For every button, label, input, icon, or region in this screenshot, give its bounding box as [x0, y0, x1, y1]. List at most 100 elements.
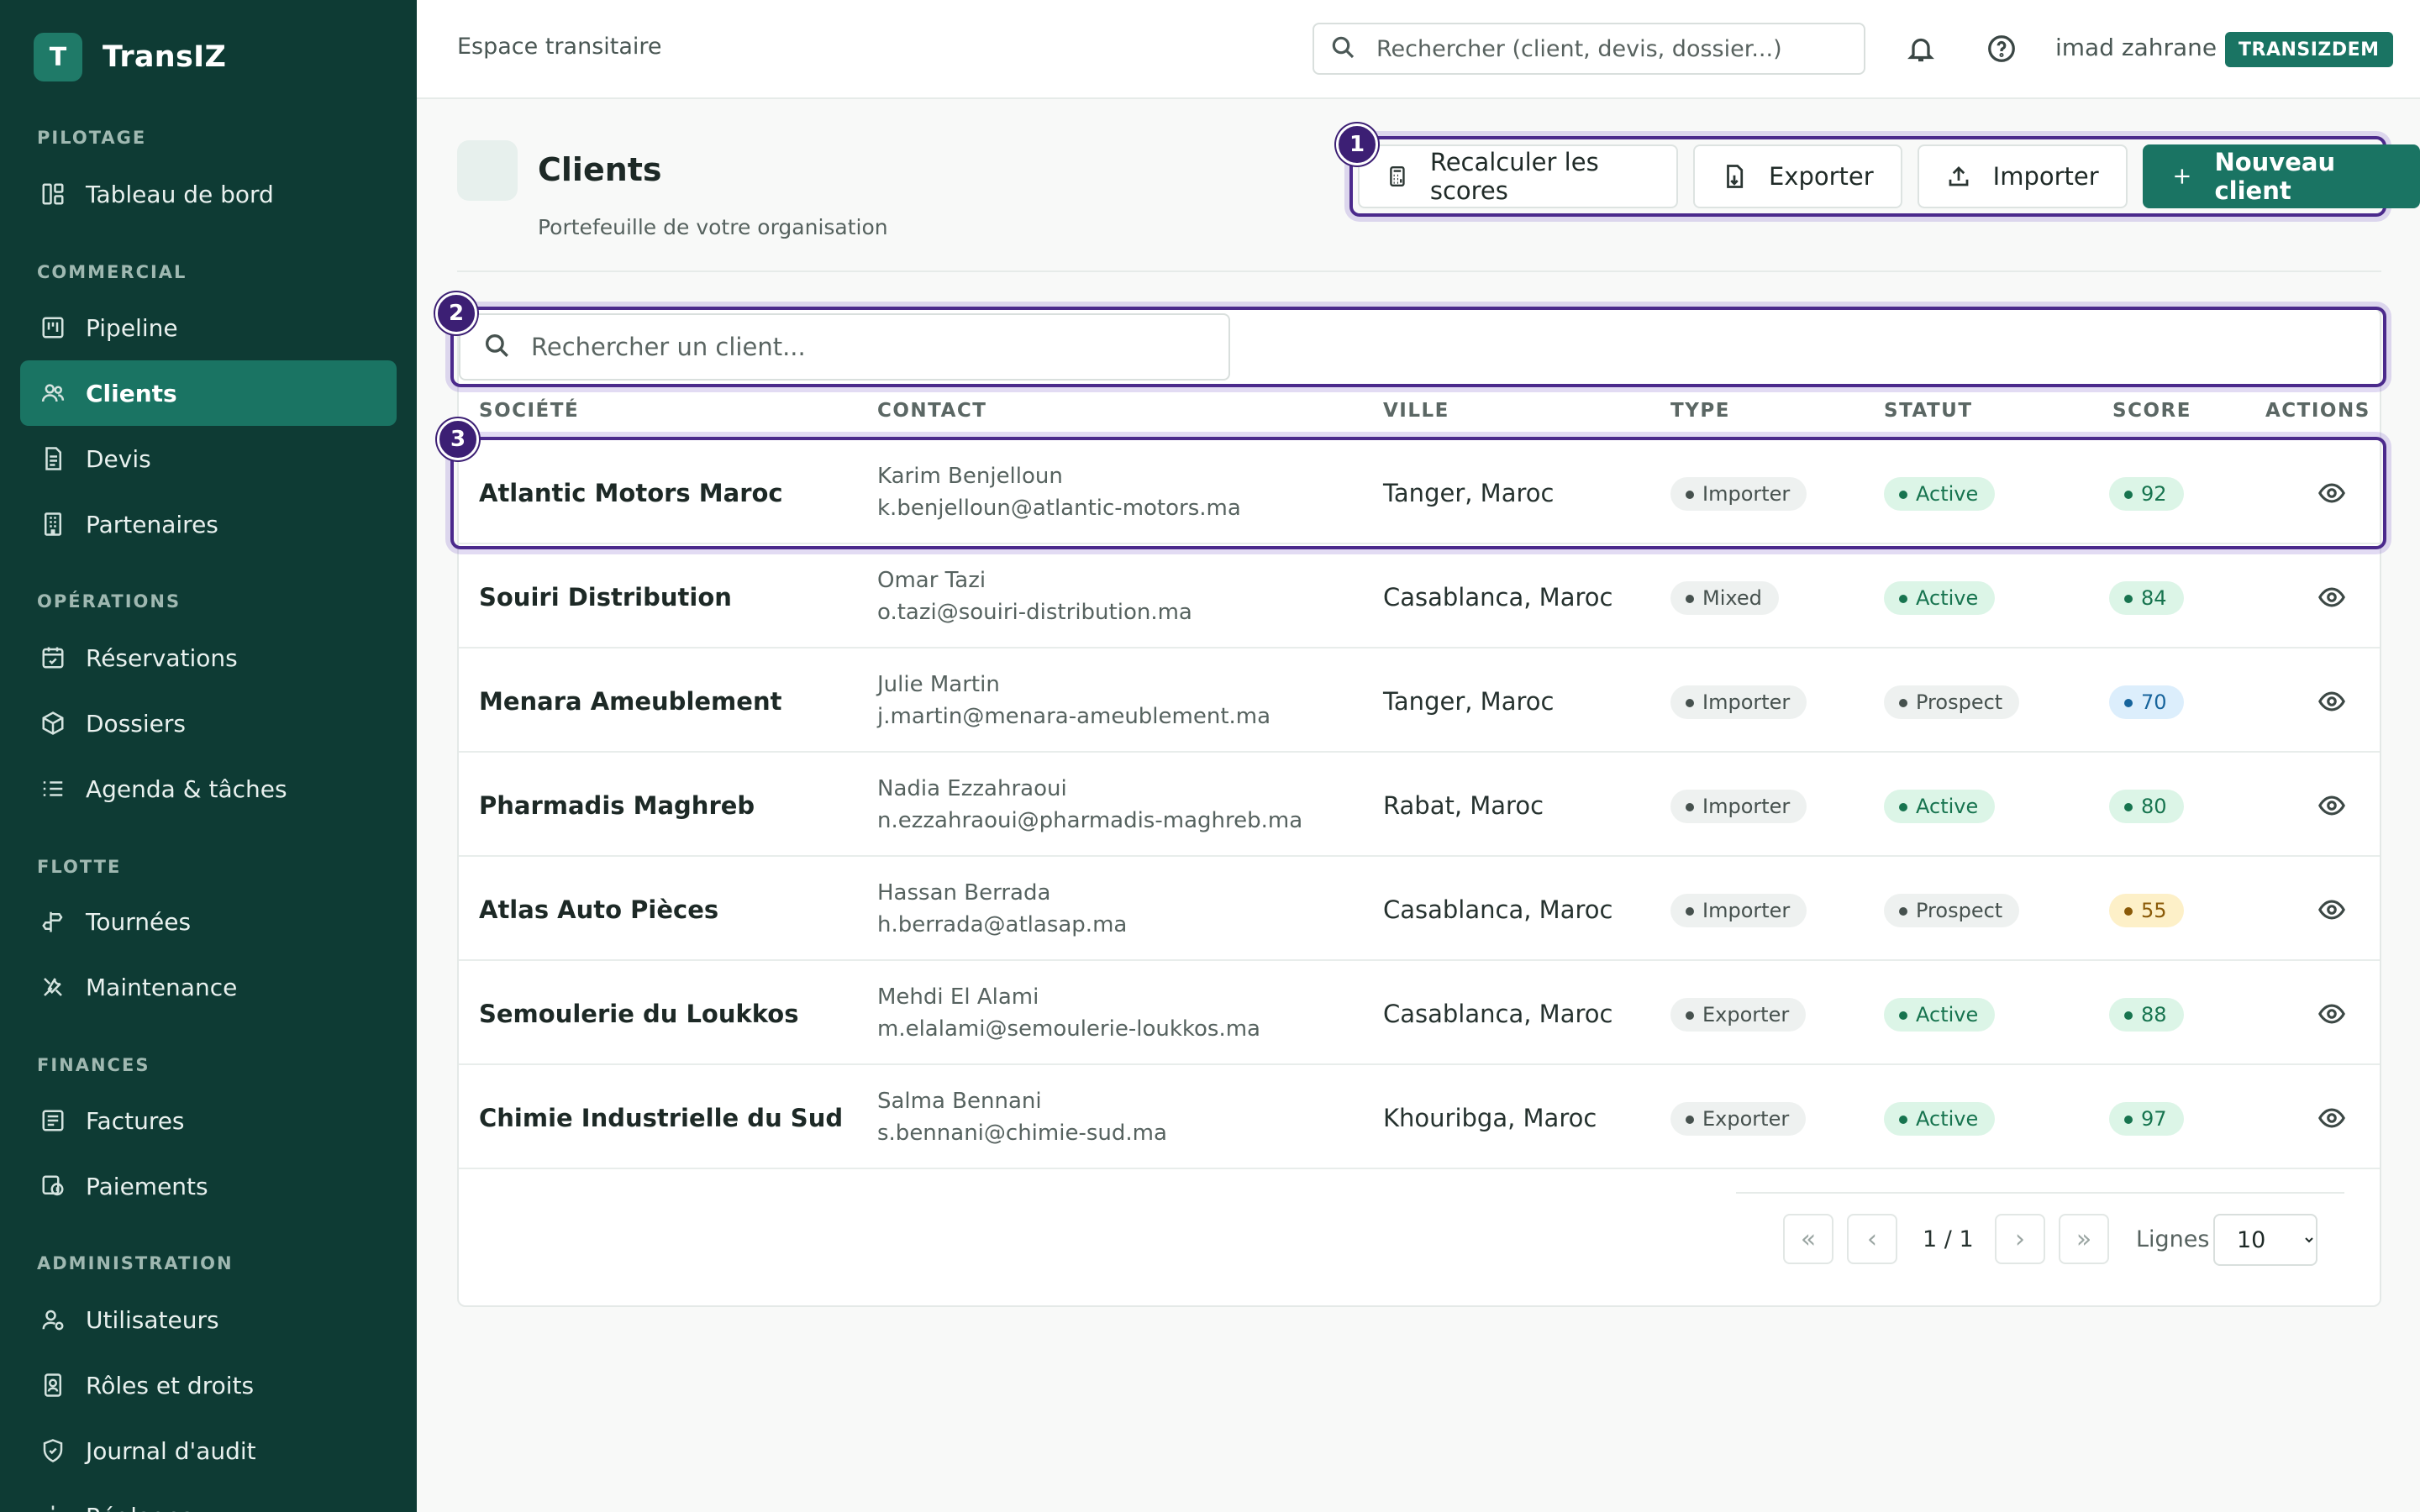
- column-header-score[interactable]: SCORE: [2112, 400, 2191, 422]
- wrench-icon: [39, 973, 67, 1001]
- type-badge: Importer: [1670, 790, 1807, 823]
- sidebar-item-tournees[interactable]: Tournées: [20, 889, 397, 954]
- page-subtitle: Portefeuille de votre organisation: [538, 215, 888, 239]
- column-header-type[interactable]: TYPE: [1670, 400, 1730, 422]
- sidebar-item-roles[interactable]: Rôles et droits: [20, 1352, 397, 1418]
- column-header-ville[interactable]: VILLE: [1383, 400, 1449, 422]
- sidebar-item-label: Tableau de bord: [86, 180, 274, 208]
- table-row[interactable]: Menara Ameublement Julie Martin j.martin…: [459, 648, 2380, 753]
- last-page-button[interactable]: »: [2059, 1214, 2109, 1264]
- column-header-societe[interactable]: SOCIÉTÉ: [479, 400, 580, 422]
- org-badge[interactable]: TRANSIZDEM: [2225, 32, 2393, 67]
- city: Tanger, Maroc: [1383, 479, 1555, 507]
- sidebar-item-agenda[interactable]: Agenda & tâches: [20, 756, 397, 822]
- payment-icon: [39, 1172, 67, 1200]
- new-client-button[interactable]: Nouveau client: [2142, 144, 2420, 208]
- status-badge: Active: [1884, 1102, 1996, 1136]
- prev-page-button[interactable]: ‹: [1847, 1214, 1897, 1264]
- city: Casablanca, Maroc: [1383, 895, 1613, 924]
- status-badge: Active: [1884, 581, 1996, 615]
- company-name[interactable]: Chimie Industrielle du Sud: [479, 1104, 844, 1132]
- import-button[interactable]: Importer: [1917, 144, 2128, 208]
- eye-icon[interactable]: [2317, 895, 2346, 924]
- sidebar-item-paiements[interactable]: Paiements: [20, 1153, 397, 1219]
- help-icon[interactable]: [1985, 32, 2018, 66]
- score-badge: 80: [2109, 790, 2184, 823]
- contact-name: Nadia Ezzahraoui: [877, 776, 1067, 801]
- sidebar-item-maintenance[interactable]: Maintenance: [20, 954, 397, 1020]
- recalculate-scores-button[interactable]: Recalculer les scores: [1358, 144, 1678, 208]
- header-divider: [457, 270, 2381, 272]
- eye-icon[interactable]: [2317, 1000, 2346, 1028]
- table-row[interactable]: Chimie Industrielle du Sud Salma Bennani…: [459, 1065, 2380, 1169]
- sidebar-item-label: Tournées: [86, 907, 192, 936]
- topbar: Espace transitaire imad zahrane TRANSIZD…: [417, 0, 2420, 99]
- score-badge: 92: [2109, 477, 2184, 511]
- contact-email: n.ezzahraoui@pharmadis-maghreb.ma: [877, 808, 1303, 833]
- sidebar-item-label: Devis: [86, 444, 151, 473]
- sidebar-item-tableau-de-bord[interactable]: Tableau de bord: [20, 161, 397, 227]
- sidebar-item-utilisateurs[interactable]: Utilisateurs: [20, 1287, 397, 1352]
- list-icon: [39, 774, 67, 803]
- global-search[interactable]: [1313, 23, 1865, 75]
- rows-per-page-select[interactable]: 10: [2213, 1214, 2317, 1266]
- city: Casablanca, Maroc: [1383, 583, 1613, 612]
- table-row[interactable]: Atlas Auto Pièces Hassan Berrada h.berra…: [459, 857, 2380, 961]
- contact-email: s.bennani@chimie-sud.ma: [877, 1121, 1167, 1146]
- page-indicator: 1 / 1: [1923, 1226, 1974, 1252]
- eye-icon[interactable]: [2317, 479, 2346, 507]
- sidebar-item-label: Réglages: [86, 1503, 193, 1512]
- city: Casablanca, Maroc: [1383, 1000, 1613, 1028]
- contact-name: Karim Benjelloun: [877, 464, 1063, 489]
- sidebar-item-partenaires[interactable]: Partenaires: [20, 491, 397, 557]
- global-search-input[interactable]: [1376, 35, 1847, 62]
- client-search[interactable]: [459, 313, 1230, 381]
- sidebar-item-reglages[interactable]: Réglages: [20, 1483, 397, 1512]
- table-row[interactable]: Souiri Distribution Omar Tazi o.tazi@sou…: [459, 544, 2380, 648]
- user-settings-icon: [39, 1305, 67, 1334]
- sidebar-item-label: Utilisateurs: [86, 1305, 219, 1334]
- table-row[interactable]: Atlantic Motors Maroc Karim Benjelloun k…: [459, 440, 2380, 544]
- column-header-contact[interactable]: CONTACT: [877, 400, 987, 422]
- company-name[interactable]: Semoulerie du Loukkos: [479, 1000, 799, 1028]
- contact-name: Mehdi El Alami: [877, 984, 1039, 1010]
- company-name[interactable]: Atlantic Motors Maroc: [479, 479, 783, 507]
- calendar-check-icon: [39, 643, 67, 672]
- type-badge: Importer: [1670, 894, 1807, 927]
- sidebar-item-pipeline[interactable]: Pipeline: [20, 295, 397, 360]
- company-name[interactable]: Pharmadis Maghreb: [479, 791, 755, 820]
- brand[interactable]: T TransIZ: [34, 33, 226, 81]
- eye-icon[interactable]: [2317, 1104, 2346, 1132]
- eye-icon[interactable]: [2317, 583, 2346, 612]
- table-row[interactable]: Pharmadis Maghreb Nadia Ezzahraoui n.ezz…: [459, 753, 2380, 857]
- upload-icon: [1949, 166, 1969, 186]
- eye-icon[interactable]: [2317, 791, 2346, 820]
- sidebar-item-clients[interactable]: Clients: [20, 360, 397, 426]
- nav-section-flotte: FLOTTE: [37, 857, 122, 877]
- sidebar-item-dossiers[interactable]: Dossiers: [20, 690, 397, 756]
- next-page-button[interactable]: ›: [1995, 1214, 2045, 1264]
- eye-icon[interactable]: [2317, 687, 2346, 716]
- contact-email: k.benjelloun@atlantic-motors.ma: [877, 496, 1241, 521]
- table-row[interactable]: Semoulerie du Loukkos Mehdi El Alami m.e…: [459, 961, 2380, 1065]
- building-icon: [39, 510, 67, 538]
- column-header-statut[interactable]: STATUT: [1884, 400, 1973, 422]
- sidebar-item-devis[interactable]: Devis: [20, 426, 397, 491]
- company-name[interactable]: Atlas Auto Pièces: [479, 895, 719, 924]
- bell-icon[interactable]: [1904, 32, 1938, 66]
- sidebar-item-reservations[interactable]: Réservations: [20, 625, 397, 690]
- company-name[interactable]: Menara Ameublement: [479, 687, 782, 716]
- status-badge: Active: [1884, 790, 1996, 823]
- client-search-input[interactable]: [531, 333, 1186, 361]
- user-menu[interactable]: imad zahrane: [2055, 34, 2217, 61]
- first-page-button[interactable]: «: [1783, 1214, 1833, 1264]
- sidebar-item-label: Factures: [86, 1106, 185, 1135]
- sidebar-item-journal-audit[interactable]: Journal d'audit: [20, 1418, 397, 1483]
- sidebar-item-label: Journal d'audit: [86, 1436, 256, 1465]
- export-button[interactable]: Exporter: [1692, 144, 1902, 208]
- contact-email: h.berrada@atlasap.ma: [877, 912, 1128, 937]
- sidebar-item-factures[interactable]: Factures: [20, 1088, 397, 1153]
- type-badge: Exporter: [1670, 1102, 1807, 1136]
- company-name[interactable]: Souiri Distribution: [479, 583, 732, 612]
- column-header-actions: ACTIONS: [2265, 400, 2370, 422]
